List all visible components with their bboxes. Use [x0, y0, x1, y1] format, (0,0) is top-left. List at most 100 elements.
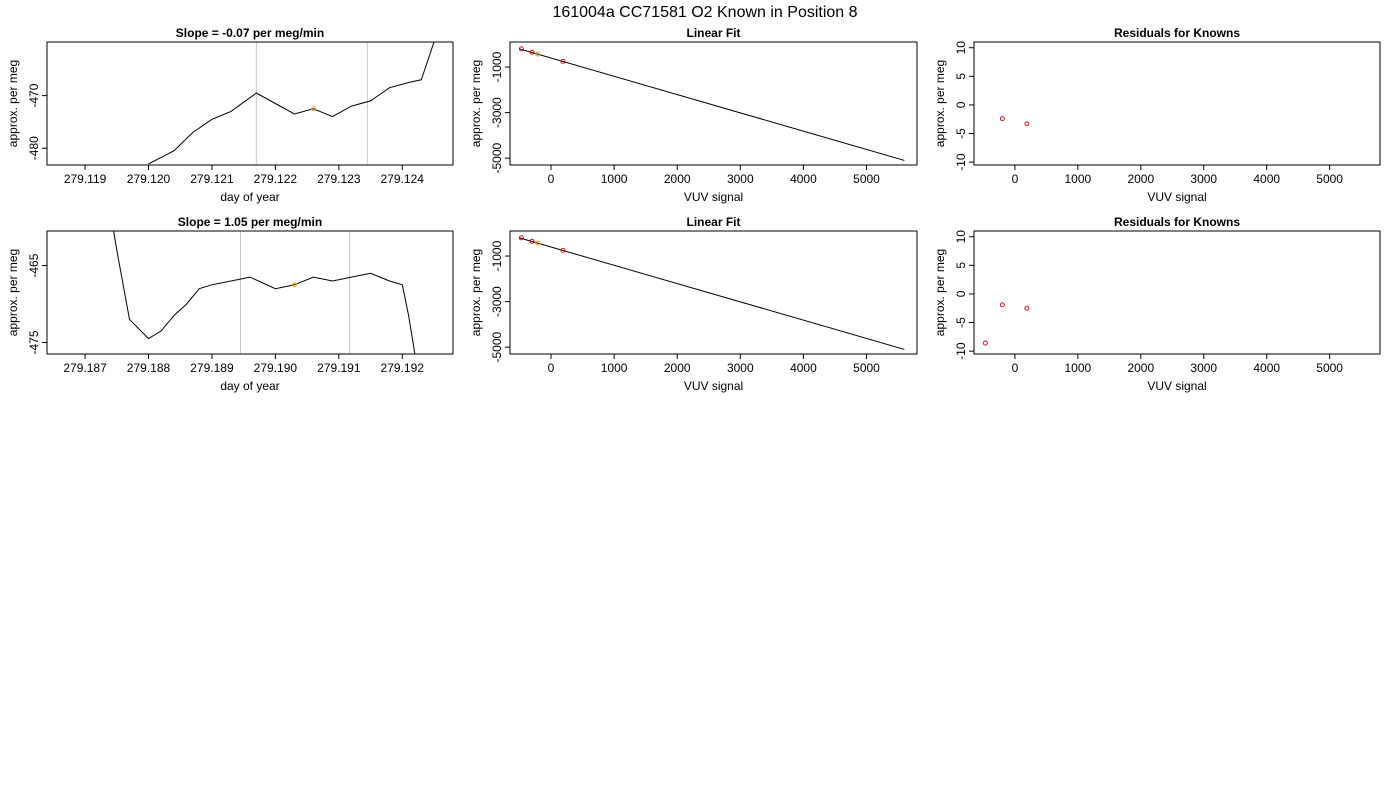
- y-tick-label: -480: [27, 136, 41, 160]
- highlight-point: [535, 51, 541, 57]
- x-tick-label: 3000: [727, 172, 754, 186]
- data-point: [560, 58, 566, 64]
- panel-1: Slope = -0.07 per meg/min 279.119 279.120 2…: [6, 26, 454, 204]
- plot-frame: [509, 41, 918, 166]
- y-axis-label: approx. per meg: [6, 60, 20, 147]
- y-tick-label: 5: [954, 262, 968, 269]
- x-tick-label: 0: [1012, 172, 1019, 186]
- x-tick-label: 2000: [1127, 361, 1154, 375]
- y-tick-label: -5: [954, 128, 968, 139]
- y-tick-label: 0: [954, 101, 968, 108]
- y-tick-label: 0: [954, 290, 968, 297]
- data-point: [982, 340, 988, 346]
- panel-5: Linear Fit 0 1000 2000 3000 4000 5000 -1000 -300…: [469, 215, 918, 393]
- data-point: [1024, 305, 1030, 311]
- y-tick-label: -3000: [490, 286, 504, 317]
- plot-area: [113, 231, 416, 354]
- chart-title: Slope = 1.05 per meg/min: [178, 215, 322, 229]
- x-tick-label: 5000: [1316, 172, 1343, 186]
- x-tick-label: 279.189: [190, 361, 234, 375]
- highlight-point: [310, 106, 316, 112]
- x-tick-label: 279.121: [190, 172, 234, 186]
- x-tick-label: 3000: [727, 361, 754, 375]
- panel-2: Linear Fit 0 1000 2000 3000 4000 5000 -1000 -300…: [469, 26, 918, 204]
- plot-area: [999, 116, 1030, 127]
- fit-line: [519, 237, 905, 350]
- chart-title: Residuals for Knowns: [1114, 26, 1240, 40]
- x-tick-label: 279.120: [127, 172, 171, 186]
- panel-6: Residuals for Knowns 0 1000 2000 3000 4000 500…: [933, 215, 1381, 393]
- data-point: [529, 49, 535, 55]
- x-tick-label: 2000: [664, 172, 691, 186]
- x-tick-label: 1000: [1065, 361, 1092, 375]
- plot-frame: [46, 230, 454, 355]
- x-tick-label: 0: [548, 361, 555, 375]
- y-tick-label: -10: [954, 153, 968, 171]
- plot-frame: [509, 230, 918, 355]
- x-tick-label: 4000: [790, 172, 817, 186]
- plot-frame: [973, 230, 1381, 355]
- x-tick-label: 279.123: [317, 172, 361, 186]
- x-tick-label: 279.122: [254, 172, 298, 186]
- plot-area: [148, 42, 435, 165]
- chart-title: Residuals for Knowns: [1114, 215, 1240, 229]
- x-axis-label: VUV signal: [684, 379, 743, 393]
- x-tick-label: 5000: [853, 172, 880, 186]
- y-tick-label: -470: [27, 83, 41, 107]
- plot-area: [982, 302, 1030, 346]
- data-point: [560, 247, 566, 253]
- y-tick-label: -5000: [490, 332, 504, 363]
- y-tick-label: 10: [954, 41, 968, 55]
- plot-frame: [973, 41, 1381, 166]
- x-tick-label: 5000: [853, 361, 880, 375]
- y-tick-label: 5: [954, 73, 968, 80]
- chart-title: Slope = -0.07 per meg/min: [176, 26, 324, 40]
- x-tick-label: 279.191: [317, 361, 361, 375]
- chart-title: Linear Fit: [686, 215, 740, 229]
- x-tick-label: 1000: [601, 172, 628, 186]
- plot-frame: [46, 41, 454, 166]
- highlight-point: [291, 282, 297, 288]
- y-tick-label: 10: [954, 230, 968, 244]
- y-axis-label: approx. per meg: [933, 249, 947, 336]
- x-tick-label: 4000: [1253, 361, 1280, 375]
- x-tick-label: 279.192: [381, 361, 425, 375]
- x-axis-label: day of year: [220, 379, 279, 393]
- y-tick-label: -5: [954, 317, 968, 328]
- y-tick-label: -5000: [490, 143, 504, 174]
- page-title: 161004a CC71581 O2 Known in Position 8: [552, 4, 857, 21]
- data-point: [529, 238, 535, 244]
- panel-4: Slope = 1.05 per meg/min 279.187 279.188 27…: [6, 215, 454, 393]
- x-tick-label: 4000: [790, 361, 817, 375]
- x-axis-label: VUV signal: [1147, 379, 1206, 393]
- y-tick-label: -1000: [490, 51, 504, 82]
- panel-3: Residuals for Knowns 0 1000 2000 3000 4000 500…: [933, 26, 1381, 204]
- highlight-point: [535, 240, 541, 246]
- plot-area: [518, 235, 905, 350]
- series-line: [148, 42, 435, 165]
- data-point: [999, 116, 1005, 122]
- chart-title: Linear Fit: [686, 26, 740, 40]
- data-point: [1024, 121, 1030, 127]
- data-point: [999, 302, 1005, 308]
- y-tick-label: -10: [954, 342, 968, 360]
- x-axis-label: day of year: [220, 190, 279, 204]
- y-tick-label: -1000: [490, 240, 504, 271]
- series-line: [113, 231, 416, 354]
- x-tick-label: 3000: [1190, 172, 1217, 186]
- x-tick-label: 3000: [1190, 361, 1217, 375]
- x-tick-label: 2000: [1127, 172, 1154, 186]
- x-tick-label: 4000: [1253, 172, 1280, 186]
- data-point: [518, 46, 524, 52]
- y-axis-label: approx. per meg: [469, 60, 483, 147]
- x-tick-label: 5000: [1316, 361, 1343, 375]
- y-tick-label: -475: [27, 330, 41, 354]
- data-point: [518, 235, 524, 241]
- x-tick-label: 279.188: [127, 361, 171, 375]
- x-tick-label: 279.124: [381, 172, 425, 186]
- y-axis-label: approx. per meg: [933, 60, 947, 147]
- x-axis-label: VUV signal: [1147, 190, 1206, 204]
- y-axis-label: approx. per meg: [469, 249, 483, 336]
- fit-line: [519, 48, 905, 161]
